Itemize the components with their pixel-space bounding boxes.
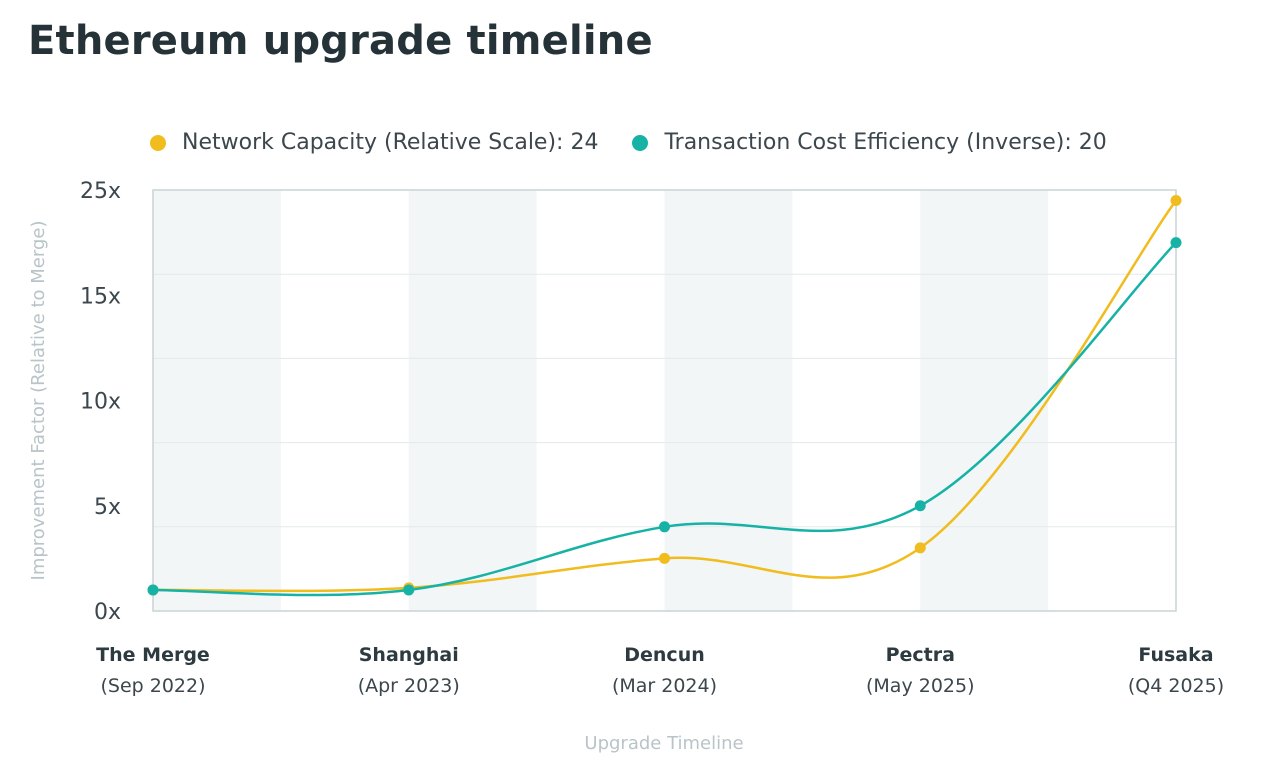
background-band bbox=[408, 190, 537, 611]
x-tick-date: (Apr 2023) bbox=[358, 675, 460, 697]
y-tick-label: 15x bbox=[80, 284, 121, 309]
data-point-network-capacity bbox=[914, 542, 926, 554]
data-point-network-capacity bbox=[1170, 195, 1182, 207]
x-tick-label: The Merge bbox=[96, 644, 210, 666]
legend-item-transaction-cost[interactable]: Transaction Cost Efficiency (Inverse): 2… bbox=[632, 130, 1107, 155]
data-point-transaction-cost bbox=[147, 584, 159, 596]
data-point-transaction-cost bbox=[914, 500, 926, 512]
x-tick-label: Pectra bbox=[886, 644, 955, 666]
x-tick-date: (Mar 2024) bbox=[612, 675, 717, 697]
background-band bbox=[920, 190, 1049, 611]
x-tick-date: (Q4 2025) bbox=[1128, 675, 1224, 697]
data-point-transaction-cost bbox=[659, 521, 670, 533]
chart-legend: Network Capacity (Relative Scale): 24 Tr… bbox=[150, 130, 1141, 155]
background-band bbox=[664, 190, 793, 611]
series-line-transaction-cost bbox=[152, 241, 1177, 597]
data-point-transaction-cost bbox=[403, 584, 415, 596]
legend-dot-network-capacity bbox=[150, 134, 166, 151]
y-tick-label: 25x bbox=[80, 179, 121, 204]
x-tick-date: (May 2025) bbox=[866, 675, 975, 697]
y-axis-title: Improvement Factor (Relative to Merge) bbox=[28, 221, 49, 581]
background-band bbox=[153, 190, 281, 611]
chart-title: Ethereum upgrade timeline bbox=[28, 18, 653, 64]
legend-label-network-capacity: Network Capacity (Relative Scale): 24 bbox=[182, 130, 599, 155]
y-tick-label: 5x bbox=[94, 495, 121, 520]
y-tick-label: 0x bbox=[94, 600, 121, 625]
data-point-network-capacity bbox=[659, 552, 670, 564]
legend-dot-transaction-cost bbox=[632, 134, 649, 151]
x-tick-label: Shanghai bbox=[359, 644, 459, 666]
plot-frame bbox=[152, 189, 1177, 612]
x-tick-label: Fusaka bbox=[1138, 644, 1213, 666]
legend-item-network-capacity[interactable]: Network Capacity (Relative Scale): 24 bbox=[150, 130, 598, 155]
legend-label-transaction-cost: Transaction Cost Efficiency (Inverse): 2… bbox=[664, 130, 1107, 155]
x-tick-date: (Sep 2022) bbox=[100, 675, 205, 697]
x-axis-title: Upgrade Timeline bbox=[584, 733, 743, 754]
data-point-transaction-cost bbox=[1170, 237, 1182, 249]
y-tick-label: 10x bbox=[80, 390, 121, 415]
x-tick-label: Dencun bbox=[624, 644, 705, 666]
series-line-network-capacity bbox=[152, 199, 1178, 593]
